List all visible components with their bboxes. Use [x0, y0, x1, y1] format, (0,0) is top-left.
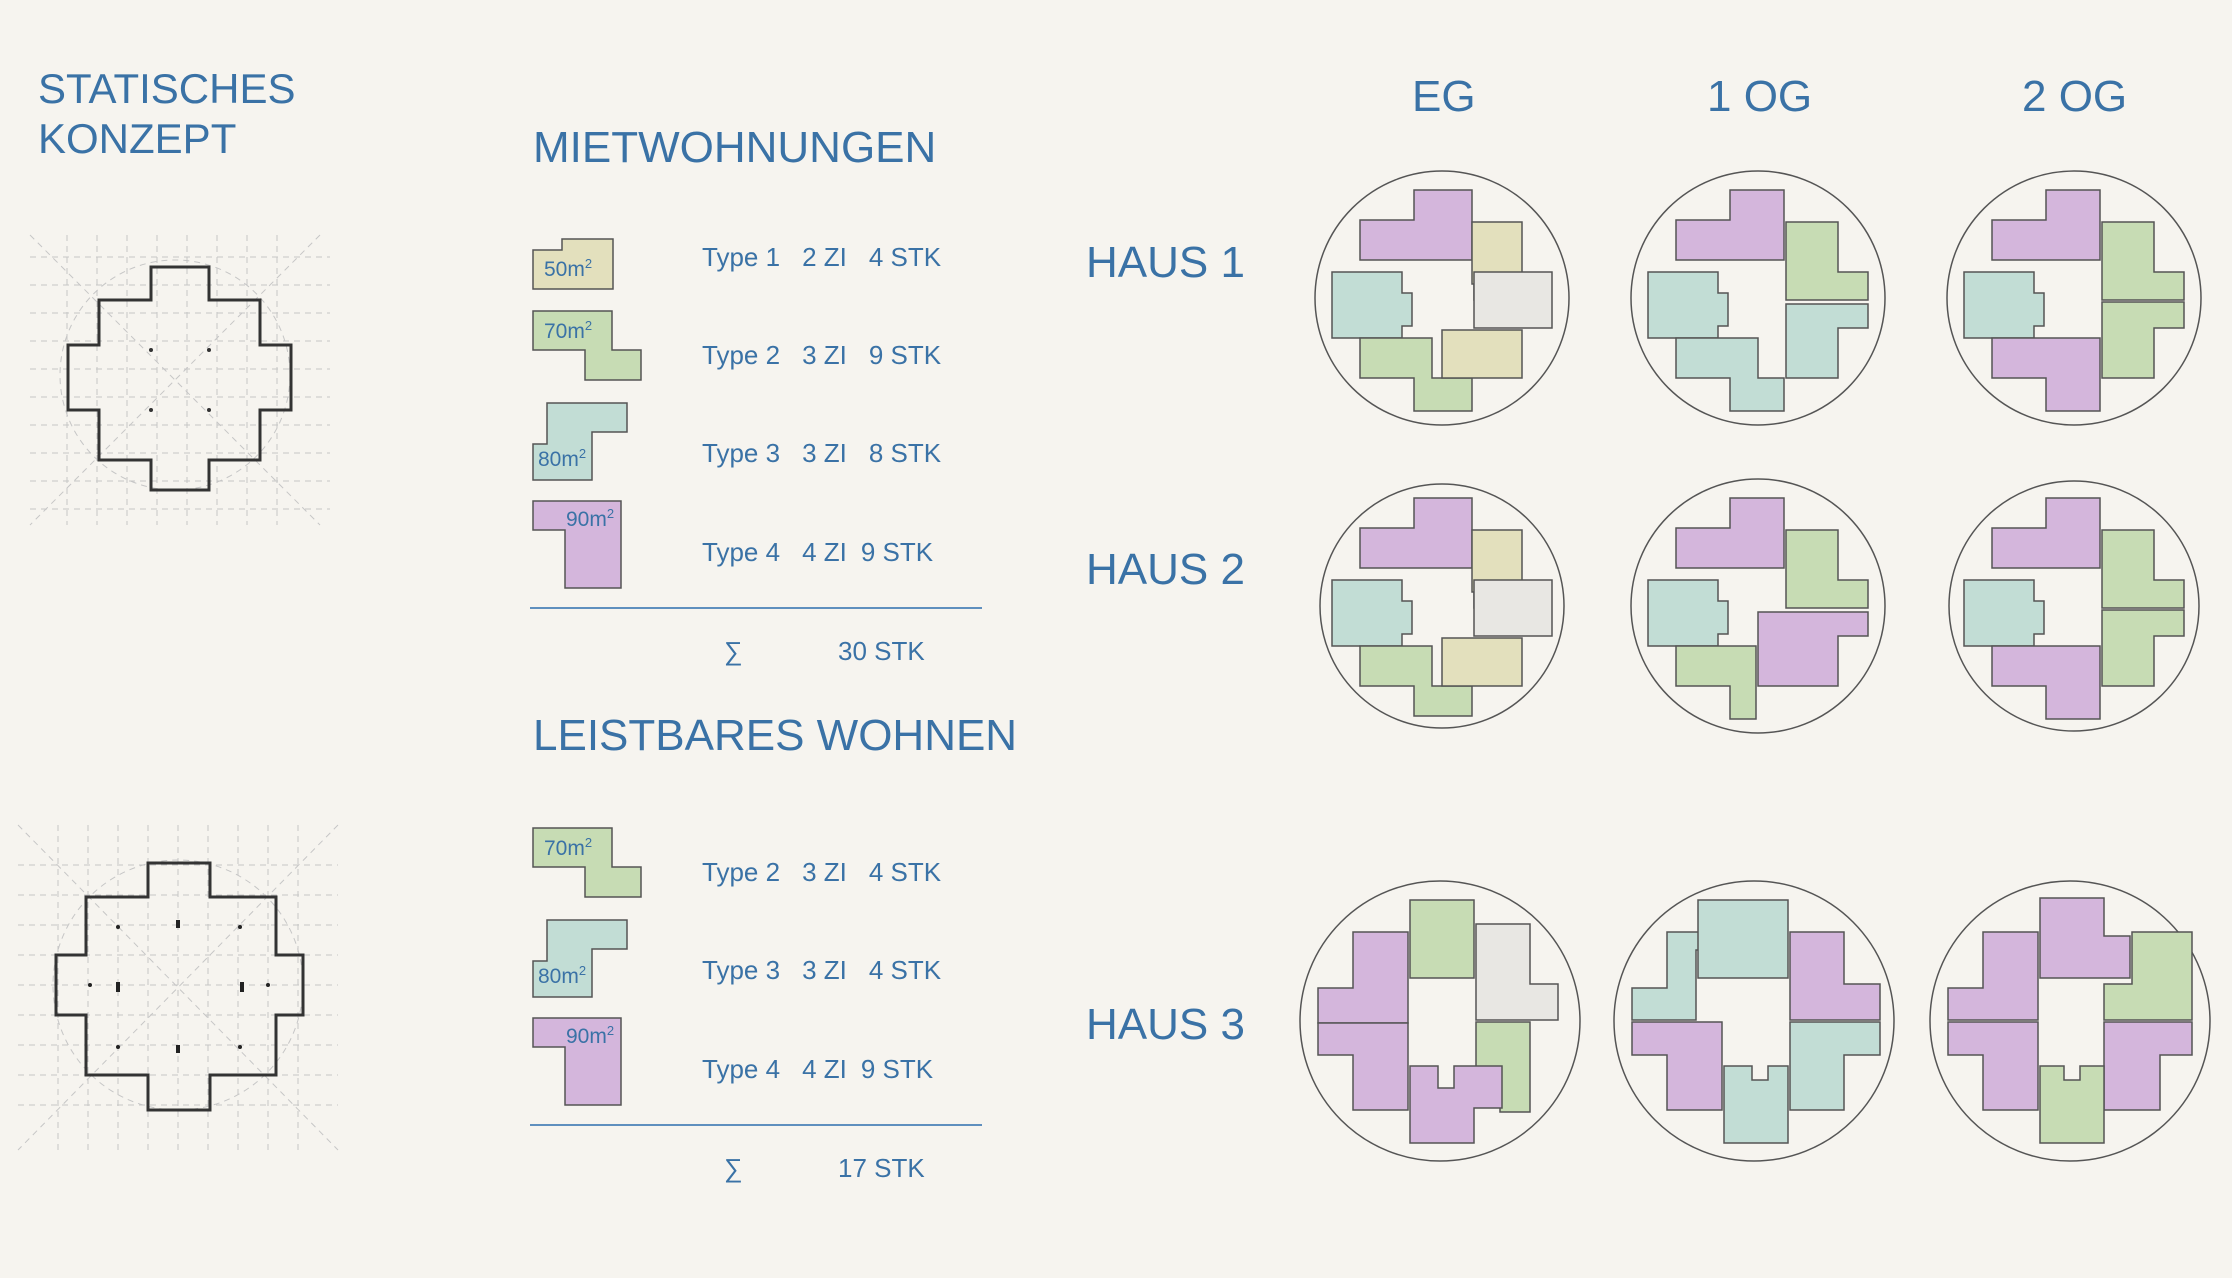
leist-sum-value: 17 STK	[838, 1153, 925, 1183]
row-zi: 3 ZI	[802, 340, 847, 370]
leist-type2-area: 70m	[544, 837, 585, 860]
structural-grid-diagram-bottom	[17, 824, 339, 1151]
leist-title: LEISTBARES WOHNEN	[533, 711, 1018, 760]
row-type: Type 2	[702, 857, 781, 887]
plan-haus1-eg	[1314, 170, 1570, 426]
floor-header-1og: 1 OG	[1707, 72, 1813, 121]
plan-haus2-eg	[1319, 483, 1565, 729]
row-zi: 3 ZI	[802, 955, 847, 985]
row-zi: 3 ZI	[802, 438, 847, 468]
structural-grid-diagram-top	[29, 234, 330, 526]
type2-unit-icon: 70m2	[532, 310, 642, 382]
row-stk: 9 STK	[868, 340, 942, 370]
leist-row-type2: Type 2 3 ZI 4 STK	[702, 857, 941, 888]
structural-title-line2: KONZEPT	[38, 115, 237, 162]
leist-type4-unit-icon: 90m2	[532, 1017, 623, 1107]
row-type: Type 4	[702, 537, 781, 567]
miet-row-type1: Type 1 2 ZI 4 STK	[702, 242, 941, 273]
row-type: Type 4	[702, 1054, 781, 1084]
miet-row-type3: Type 3 3 ZI 8 STK	[702, 438, 941, 469]
row-zi: 2 ZI	[802, 242, 847, 272]
type4-unit-icon: 90m2	[532, 500, 623, 590]
row-type: Type 2	[702, 340, 781, 370]
type1-unit-icon: 50m2	[532, 238, 614, 290]
plan-haus1-2og	[1946, 170, 2202, 426]
house-label-2: HAUS 2	[1086, 545, 1245, 594]
plan-haus3-2og	[1929, 880, 2211, 1162]
row-zi: 3 ZI	[802, 857, 847, 887]
leist-type2-unit-icon: 70m2	[532, 827, 642, 899]
type4-area: 90m	[566, 508, 607, 531]
leist-type3-area: 80m	[538, 965, 579, 988]
row-type: Type 1	[702, 242, 781, 272]
type2-area: 70m	[544, 320, 585, 343]
type1-area: 50m	[544, 258, 585, 281]
leist-row-type4: Type 4 4 ZI 9 STK	[702, 1054, 933, 1085]
type3-unit-icon: 80m2	[532, 402, 629, 482]
row-stk: 4 STK	[868, 857, 942, 887]
leist-type4-area: 90m	[566, 1025, 607, 1048]
row-stk: 4 STK	[868, 242, 942, 272]
miet-divider	[530, 607, 982, 609]
structural-concept-title: STATISCHES KONZEPT	[38, 64, 295, 164]
miet-row-type2: Type 2 3 ZI 9 STK	[702, 340, 941, 371]
type3-area: 80m	[538, 448, 579, 471]
plan-haus3-1og	[1613, 880, 1895, 1162]
house-label-1: HAUS 1	[1086, 238, 1245, 287]
row-stk: 4 STK	[868, 955, 942, 985]
leist-type3-unit-icon: 80m2	[532, 919, 629, 999]
miet-sum-symbol: ∑	[724, 636, 743, 666]
row-type: Type 3	[702, 955, 781, 985]
row-stk: 9 STK	[860, 537, 934, 567]
plan-haus2-1og	[1630, 478, 1886, 734]
plan-haus3-eg	[1299, 880, 1581, 1162]
floor-header-2og: 2 OG	[2022, 72, 2128, 121]
plan-haus2-2og	[1948, 480, 2200, 732]
miet-sum-value: 30 STK	[838, 636, 925, 666]
leist-sum-symbol: ∑	[724, 1153, 743, 1183]
row-stk: 9 STK	[860, 1054, 934, 1084]
structural-title-line1: STATISCHES	[38, 65, 296, 112]
miet-title: MIETWOHNUNGEN	[533, 123, 937, 172]
house-label-3: HAUS 3	[1086, 1000, 1245, 1049]
row-type: Type 3	[702, 438, 781, 468]
plan-haus1-1og	[1630, 170, 1886, 426]
floor-header-eg: EG	[1412, 72, 1476, 121]
row-zi: 4 ZI	[802, 1054, 847, 1084]
row-stk: 8 STK	[868, 438, 942, 468]
leist-row-type3: Type 3 3 ZI 4 STK	[702, 955, 941, 986]
leist-divider	[530, 1124, 982, 1126]
miet-row-type4: Type 4 4 ZI 9 STK	[702, 537, 933, 568]
row-zi: 4 ZI	[802, 537, 847, 567]
